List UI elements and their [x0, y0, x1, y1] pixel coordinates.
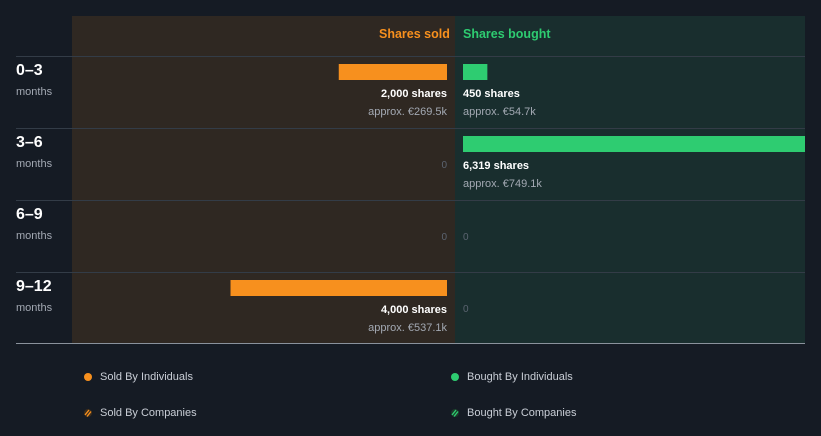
sold-zero-label: 0	[441, 160, 447, 171]
legend-sold-individuals: Sold By Individuals	[84, 371, 193, 383]
bought-panel-bg	[455, 16, 805, 343]
row-period-label: 3–6	[16, 134, 43, 151]
legend-label: Bought By Companies	[467, 407, 577, 419]
sold-shares-label: 2,000 shares	[380, 88, 447, 100]
row-unit-label: months	[16, 86, 53, 98]
shares-sold-header: Shares sold	[379, 27, 450, 41]
row-unit-label: months	[16, 230, 53, 242]
legend-bought-companies: Bought By Companies	[451, 407, 576, 419]
legend-sold-companies: Sold By Companies	[84, 407, 197, 419]
orange-dot-icon	[84, 373, 92, 381]
row-unit-label: months	[16, 302, 53, 314]
row-unit-label: months	[16, 158, 53, 170]
legend-bought-individuals: Bought By Individuals	[451, 371, 573, 383]
sold-zero-label: 0	[441, 232, 447, 243]
legend-label: Sold By Companies	[100, 407, 197, 419]
bought-approx-label: approx. €54.7k	[463, 106, 536, 118]
green-hatch-icon	[451, 409, 459, 417]
sold-bar	[230, 280, 447, 296]
bought-approx-label: approx. €749.1k	[463, 178, 542, 190]
row-period-label: 9–12	[16, 278, 52, 295]
bought-shares-label: 450 shares	[463, 88, 520, 100]
green-dot-icon	[451, 373, 459, 381]
sold-approx-label: approx. €537.1k	[368, 322, 447, 334]
shares-bought-header: Shares bought	[463, 27, 551, 41]
bought-zero-label: 0	[463, 232, 469, 243]
bought-shares-label: 6,319 shares	[463, 160, 530, 172]
sold-bar	[338, 64, 447, 80]
sold-approx-label: approx. €269.5k	[368, 106, 447, 118]
bought-bar	[463, 64, 488, 80]
orange-hatch-icon	[84, 409, 92, 417]
sold-shares-label: 4,000 shares	[380, 304, 447, 316]
row-period-label: 0–3	[16, 62, 43, 79]
legend-label: Bought By Individuals	[467, 371, 573, 383]
bought-zero-label: 0	[463, 304, 469, 315]
bought-bar	[463, 136, 805, 152]
row-period-label: 6–9	[16, 206, 43, 223]
legend-label: Sold By Individuals	[100, 371, 193, 383]
